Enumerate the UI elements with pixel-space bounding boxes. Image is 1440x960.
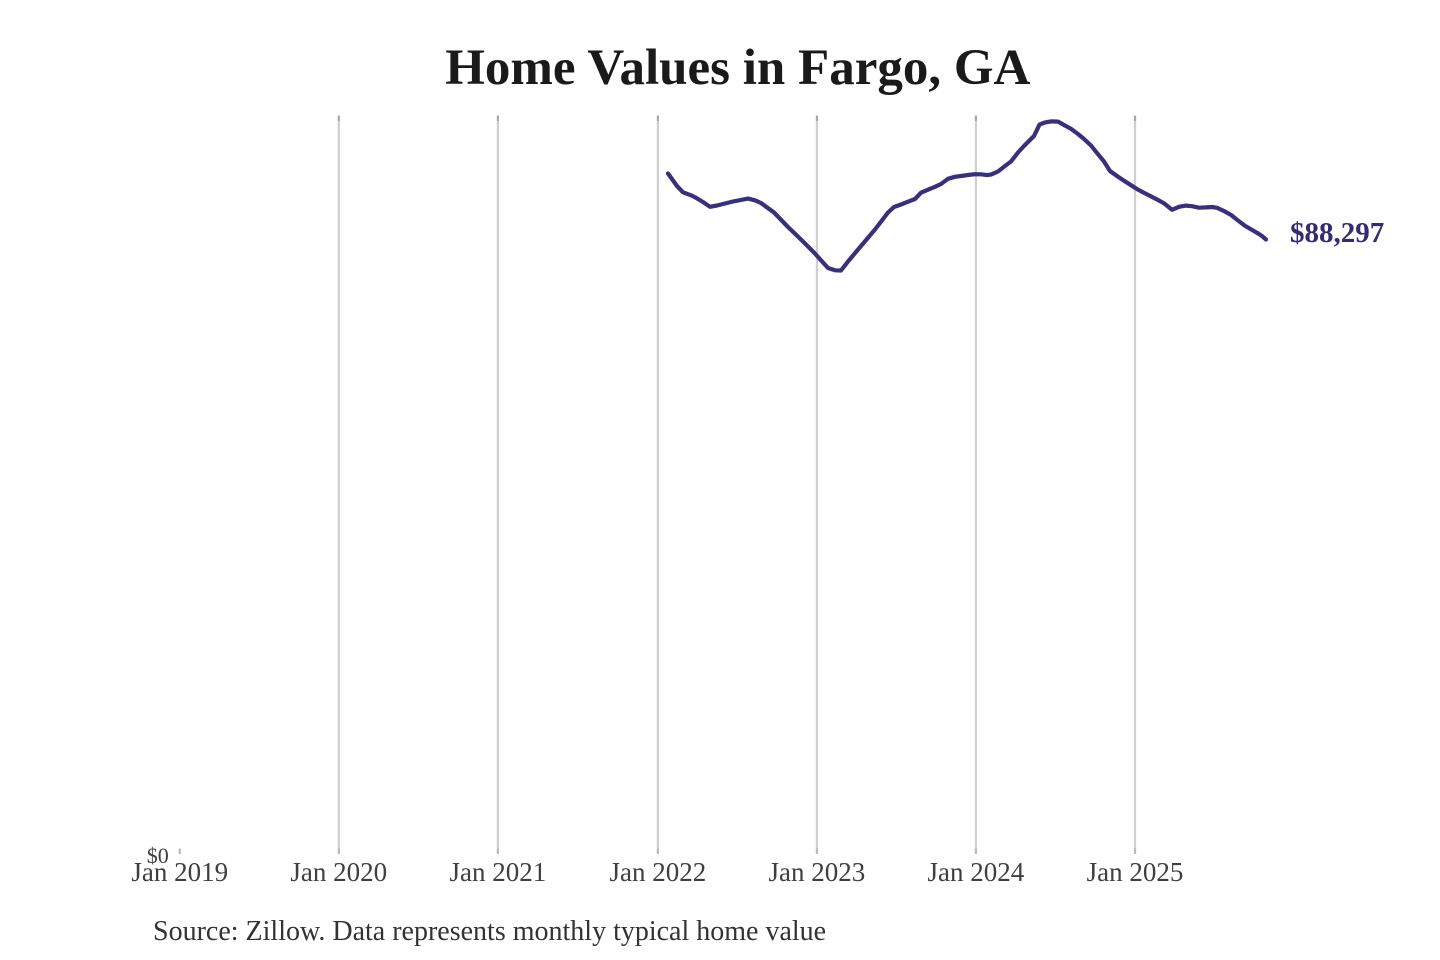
- svg-text:Jan 2024: Jan 2024: [928, 857, 1025, 887]
- svg-text:$88,297: $88,297: [1290, 217, 1384, 249]
- svg-text:Source: Zillow. Data represent: Source: Zillow. Data represents monthly …: [153, 916, 826, 947]
- svg-text:Jan 2023: Jan 2023: [769, 857, 866, 887]
- svg-text:Jan 2021: Jan 2021: [450, 857, 547, 887]
- svg-text:Jan 2025: Jan 2025: [1087, 857, 1184, 887]
- svg-text:Home Values in Fargo, GA: Home Values in Fargo, GA: [445, 40, 1030, 96]
- svg-text:Jan 2019: Jan 2019: [131, 857, 228, 887]
- svg-text:Jan 2022: Jan 2022: [610, 857, 707, 887]
- svg-text:Jan 2020: Jan 2020: [290, 857, 387, 887]
- svg-text:$0: $0: [147, 843, 169, 868]
